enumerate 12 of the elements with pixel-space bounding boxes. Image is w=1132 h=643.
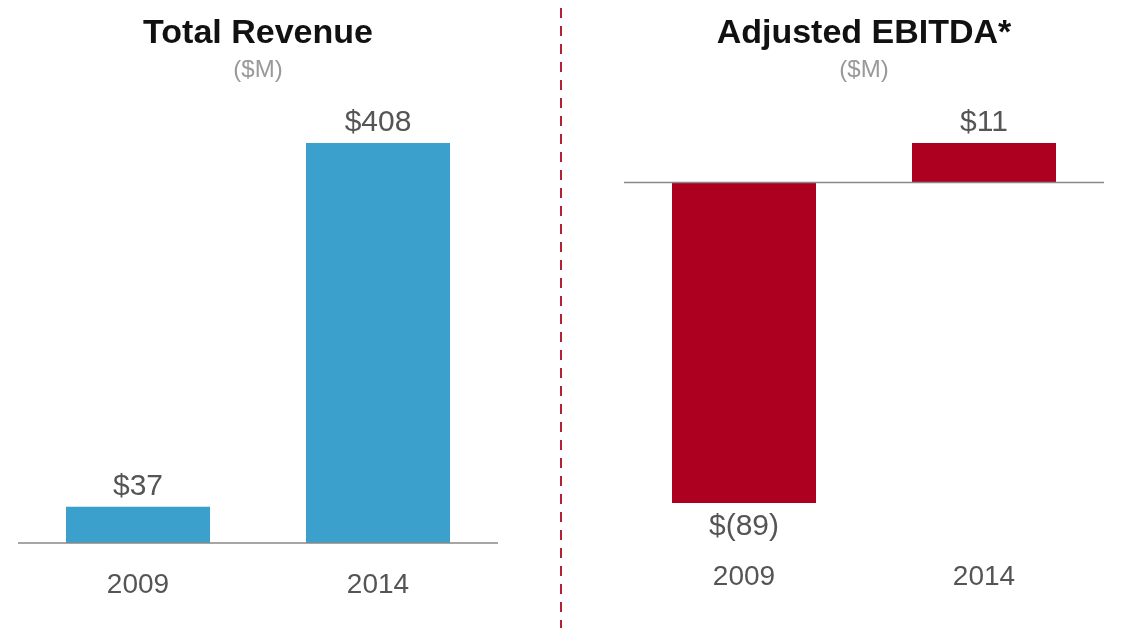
x-tick-label: 2014 — [952, 559, 1016, 591]
data-label: $11 — [960, 104, 1008, 137]
data-label: $408 — [344, 104, 412, 137]
x-tick-label: 2009 — [712, 559, 776, 591]
x-tick-label: 2014 — [346, 567, 410, 599]
data-label: $37 — [112, 467, 164, 501]
chart-title: Adjusted EBITDA* — [715, 12, 1013, 51]
chart-subtitle: ($M) — [838, 55, 890, 83]
chart-title: Total Revenue — [142, 12, 374, 51]
data-label: $(89) — [708, 508, 780, 541]
x-tick-label: 2009 — [106, 567, 170, 599]
chart-subtitle: ($M) — [232, 55, 284, 83]
